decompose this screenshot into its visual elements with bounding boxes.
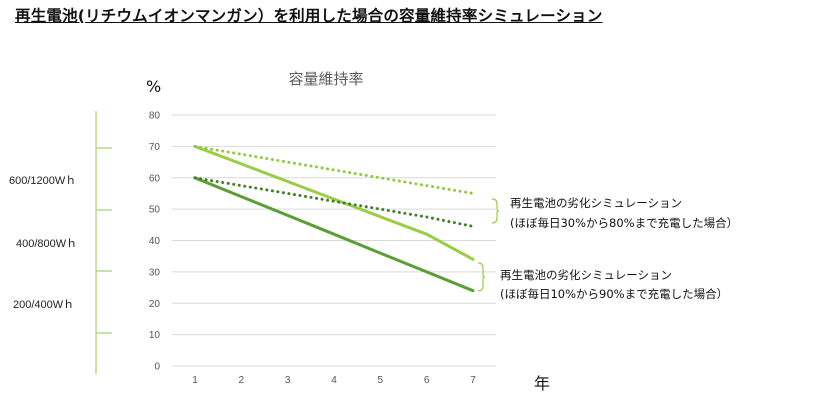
- x-tick-label: 4: [331, 375, 337, 386]
- x-tick-label: 7: [470, 375, 476, 386]
- bracket-lower: [477, 262, 486, 292]
- capacity-scale: 600/1200Wｈ 400/800Wｈ 200/400Wｈ: [9, 111, 112, 374]
- bracket-upper: [491, 198, 500, 224]
- series-line-1: [193, 144, 475, 261]
- annotation-upper-line1: 再生電池の劣化シミュレーション: [510, 196, 682, 210]
- chart-title: 容量維持率: [288, 70, 363, 88]
- x-tick-label: 5: [378, 375, 384, 386]
- y-tick-label: 10: [149, 330, 161, 341]
- series-line-2: [193, 176, 475, 293]
- x-tick-labels: 1 2 3 4 5 6 7: [192, 375, 476, 386]
- y-tick-label: 50: [149, 205, 161, 216]
- annotation-brackets: [477, 198, 500, 292]
- series-line-4: [193, 176, 475, 228]
- annotation-upper-line2: (ほぼ毎日30%から80%まで充電した場合）: [510, 216, 738, 230]
- y-tick-label: 70: [149, 142, 161, 153]
- annotation-lower-line1: 再生電池の劣化シミュレーション: [500, 268, 672, 282]
- scale-label-200-400: 200/400Wｈ: [13, 299, 74, 311]
- page-title: 再生電池(リチウムイオンマンガン）を利用した場合の容量維持率シミュレーション: [15, 7, 603, 25]
- x-tick-label: 2: [239, 375, 245, 386]
- y-tick-label: 20: [149, 299, 161, 310]
- annotation-lower-line2: (ほぼ毎日10%から90%まで充電した場合）: [500, 287, 728, 301]
- y-tick-label: 80: [149, 111, 161, 122]
- scale-label-400-800: 400/800Wｈ: [16, 238, 77, 250]
- x-tick-label: 1: [192, 375, 198, 386]
- data-series: [193, 144, 475, 293]
- y-tick-label: 40: [149, 236, 161, 247]
- y-unit-label: %: [146, 77, 161, 96]
- y-tick-label: 30: [149, 267, 161, 278]
- y-tick-labels: 0 10 20 30 40 50 60 70 80: [149, 111, 161, 373]
- series-line-3: [193, 144, 475, 195]
- y-tick-label: 60: [149, 173, 161, 184]
- scale-label-600-1200: 600/1200Wｈ: [9, 175, 76, 187]
- x-tick-label: 6: [424, 375, 430, 386]
- y-tick-label: 0: [154, 362, 160, 373]
- x-unit-label: 年: [534, 374, 550, 393]
- x-tick-label: 3: [285, 375, 291, 386]
- gridlines: [172, 114, 496, 367]
